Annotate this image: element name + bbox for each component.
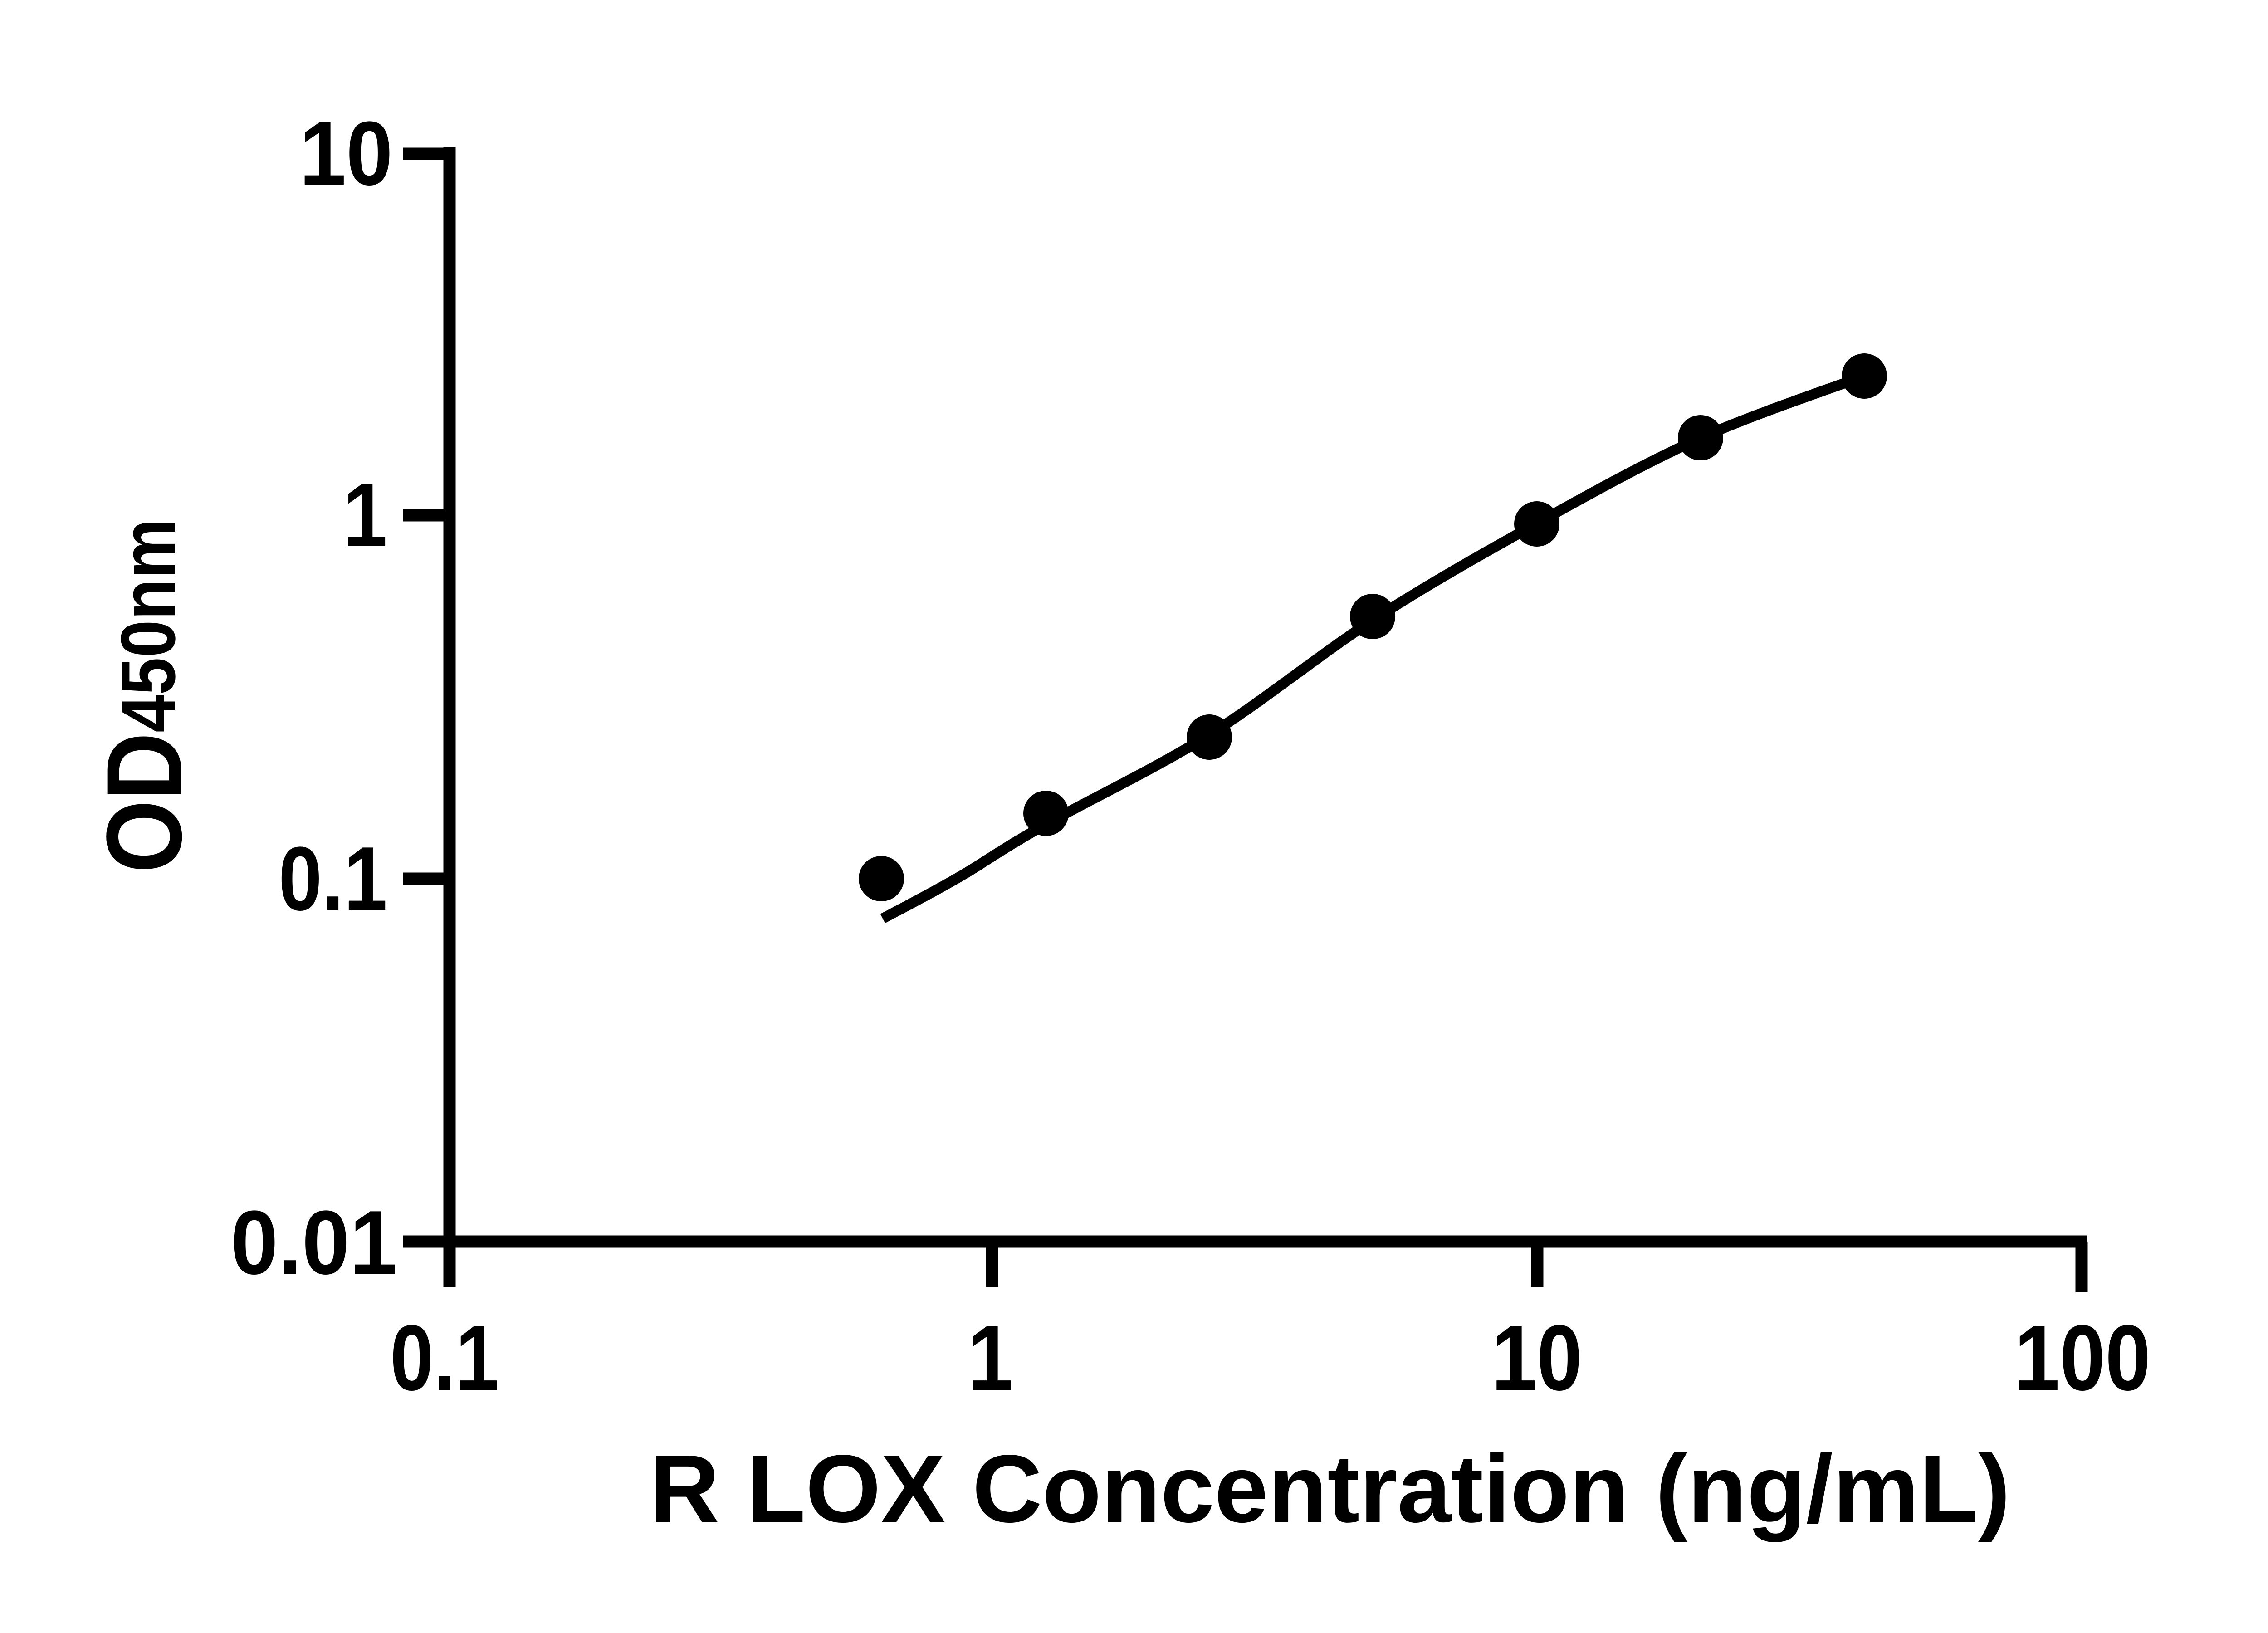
svg-text:10: 10 [299,103,393,204]
svg-text:0.01: 0.01 [230,1192,397,1293]
svg-text:1: 1 [343,464,387,566]
svg-text:0.1: 0.1 [390,1306,499,1410]
svg-text:0.1: 0.1 [279,828,387,929]
svg-text:10: 10 [1491,1306,1582,1410]
svg-text:R LOX Concentration (ng/mL): R LOX Concentration (ng/mL) [650,1435,2010,1542]
svg-text:100: 100 [2014,1306,2151,1410]
svg-text:1: 1 [968,1306,1013,1410]
